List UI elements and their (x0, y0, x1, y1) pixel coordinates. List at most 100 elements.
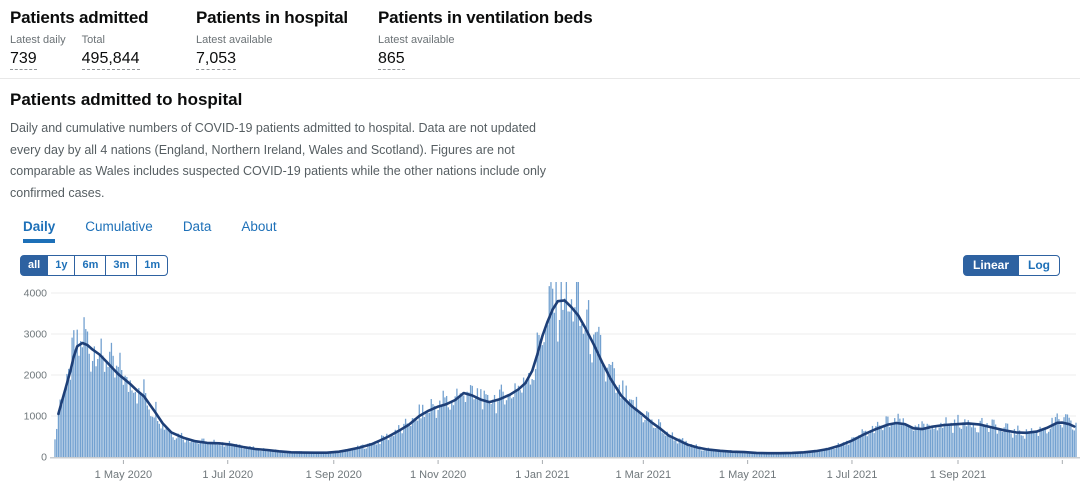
daily-admissions-bar (263, 448, 265, 457)
daily-admissions-bar (753, 451, 756, 457)
daily-admissions-bar (57, 412, 60, 457)
daily-admissions-bar (463, 395, 465, 457)
daily-admissions-bar (526, 381, 528, 457)
daily-admissions-bar (473, 399, 475, 457)
daily-admissions-bar (252, 446, 255, 457)
daily-admissions-bar (683, 442, 686, 457)
daily-admissions-bar (918, 424, 920, 457)
daily-admissions-bar (309, 453, 311, 457)
metric-latest-available: Latest available 7,053 (196, 34, 272, 70)
daily-admissions-bar (746, 451, 749, 457)
daily-admissions-bar (264, 449, 267, 457)
daily-admissions-bar (777, 452, 780, 457)
daily-admissions-bar (950, 422, 952, 457)
daily-admissions-bar (878, 425, 880, 457)
scale-button-log[interactable]: Log (1018, 255, 1060, 276)
daily-admissions-bar (355, 449, 357, 457)
daily-admissions-bar (692, 446, 694, 457)
daily-admissions-bar (800, 451, 802, 457)
daily-admissions-bar (579, 325, 581, 457)
daily-admissions-bar (517, 385, 520, 457)
daily-admissions-bar (818, 450, 821, 457)
metric-value[interactable]: 739 (10, 50, 66, 70)
daily-admissions-bar (500, 384, 503, 457)
scale-button-linear[interactable]: Linear (962, 255, 1019, 276)
daily-admissions-bar (158, 423, 160, 457)
daily-admissions-bar (423, 416, 426, 457)
daily-admissions-bar (488, 403, 491, 457)
daily-admissions-bar (1039, 426, 1041, 457)
daily-admissions-bar (864, 430, 867, 457)
admissions-bar-chart[interactable]: 0 1000 2000 3000 4000 1 May 2020 1 Jul 2020 1 S… (10, 266, 1080, 487)
daily-admissions-bar (119, 352, 121, 457)
daily-admissions-bar (849, 440, 851, 457)
daily-admissions-bar (1000, 429, 1002, 457)
daily-admissions-bar (560, 266, 562, 457)
tab-daily[interactable]: Daily (23, 219, 56, 243)
daily-admissions-bar (186, 438, 188, 457)
daily-admissions-bar (456, 388, 458, 457)
tab-about[interactable]: About (241, 219, 277, 234)
daily-admissions-bar (796, 452, 798, 457)
daily-admissions-bar (420, 418, 422, 457)
daily-admissions-bar (593, 334, 595, 457)
daily-admissions-bar (741, 451, 744, 457)
daily-admissions-bar (782, 452, 785, 457)
daily-admissions-bar (863, 431, 865, 457)
daily-admissions-bar (663, 433, 665, 457)
daily-admissions-bar (251, 447, 253, 457)
daily-admissions-bar (1030, 428, 1033, 457)
daily-admissions-bar (1013, 428, 1016, 457)
daily-admissions-bar (569, 311, 571, 457)
daily-admissions-bar (163, 429, 166, 457)
range-button-1m[interactable]: 1m (136, 255, 169, 276)
daily-admissions-bar (298, 451, 301, 457)
daily-admissions-bar (586, 309, 588, 457)
daily-admissions-bar (452, 405, 455, 457)
daily-admissions-bar (437, 410, 439, 457)
daily-admissions-bar (1073, 430, 1075, 457)
tab-cumulative[interactable]: Cumulative (85, 219, 153, 234)
daily-admissions-bar (558, 319, 561, 457)
daily-admissions-bar (88, 353, 90, 457)
daily-admissions-bar (439, 400, 441, 457)
time-range-selector: all 1y 6m 3m 1m (20, 255, 169, 276)
tab-data[interactable]: Data (182, 219, 212, 234)
daily-admissions-bar (182, 439, 184, 457)
daily-admissions-bar (658, 419, 660, 457)
daily-admissions-bar (507, 394, 509, 457)
daily-admissions-bar (977, 432, 980, 457)
daily-admissions-bar (765, 452, 768, 457)
daily-admissions-bar (117, 366, 119, 457)
daily-admissions-bar (317, 452, 320, 457)
daily-admissions-bar (398, 425, 400, 457)
daily-admissions-bar (307, 453, 309, 457)
daily-admissions-bar (899, 418, 901, 457)
daily-admissions-bar (921, 421, 923, 457)
daily-admissions-bar (947, 424, 949, 457)
metric-value[interactable]: 495,844 (81, 50, 140, 70)
daily-admissions-bar (334, 450, 337, 457)
metric-label: Latest daily (10, 34, 66, 46)
daily-admissions-bar (64, 390, 66, 457)
daily-admissions-bar (353, 447, 355, 457)
daily-admissions-bar (1001, 431, 1004, 457)
daily-admissions-bar (416, 420, 419, 457)
range-button-1y[interactable]: 1y (47, 255, 76, 276)
scale-toggle: Linear Log (962, 255, 1060, 276)
daily-admissions-bar (806, 451, 809, 457)
x-axis-tick-label: 1 May 2021 (719, 469, 776, 481)
range-button-3m[interactable]: 3m (105, 255, 138, 276)
metric-value[interactable]: 865 (378, 50, 454, 70)
daily-admissions-bar (965, 426, 968, 457)
daily-admissions-bar (168, 429, 171, 457)
range-button-all[interactable]: all (20, 255, 49, 276)
range-button-6m[interactable]: 6m (74, 255, 107, 276)
daily-admissions-bar (887, 416, 889, 457)
metric-value[interactable]: 7,053 (196, 50, 272, 70)
daily-admissions-bar (856, 436, 858, 457)
daily-admissions-bar (386, 433, 388, 457)
daily-admissions-bar (699, 446, 701, 457)
daily-admissions-bar (832, 448, 834, 457)
daily-admissions-bar (786, 453, 788, 457)
